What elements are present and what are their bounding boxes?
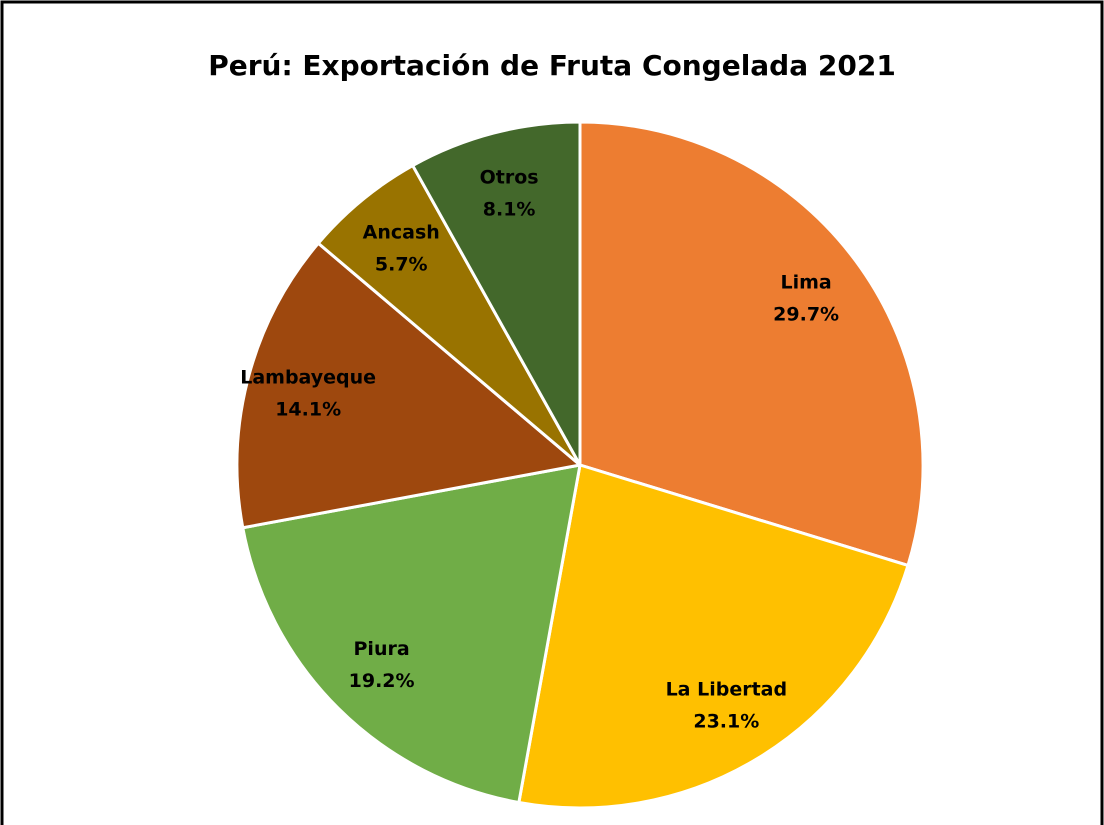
pie-slice <box>241 463 582 805</box>
slice-category-label: La Libertad <box>666 679 788 701</box>
slice-value-label: 29.7% <box>773 303 839 325</box>
slice-category-label: Piura <box>354 638 410 660</box>
pie-slice <box>517 463 910 810</box>
chart-title: Perú: Exportación de Fruta Congelada 202… <box>208 49 896 82</box>
slice-category-label: Ancash <box>363 221 440 243</box>
data-labels: Lima 29.7% La Libertad 23.1% Piura 19.2% Lamba… <box>240 166 839 732</box>
pie-slice <box>235 241 582 530</box>
slice-category-label: Otros <box>480 166 539 188</box>
pie-slice <box>411 120 582 467</box>
pie <box>235 120 925 810</box>
slice-value-label: 8.1% <box>483 198 536 220</box>
slice-value-label: 5.7% <box>375 253 428 275</box>
slice-category-label: Lima <box>781 271 832 293</box>
slice-value-label: 14.1% <box>275 398 341 420</box>
slice-category-label: Lambayeque <box>240 366 376 388</box>
pie-slice <box>578 120 925 567</box>
slice-value-label: 19.2% <box>349 670 415 692</box>
slice-value-label: 23.1% <box>693 711 759 733</box>
